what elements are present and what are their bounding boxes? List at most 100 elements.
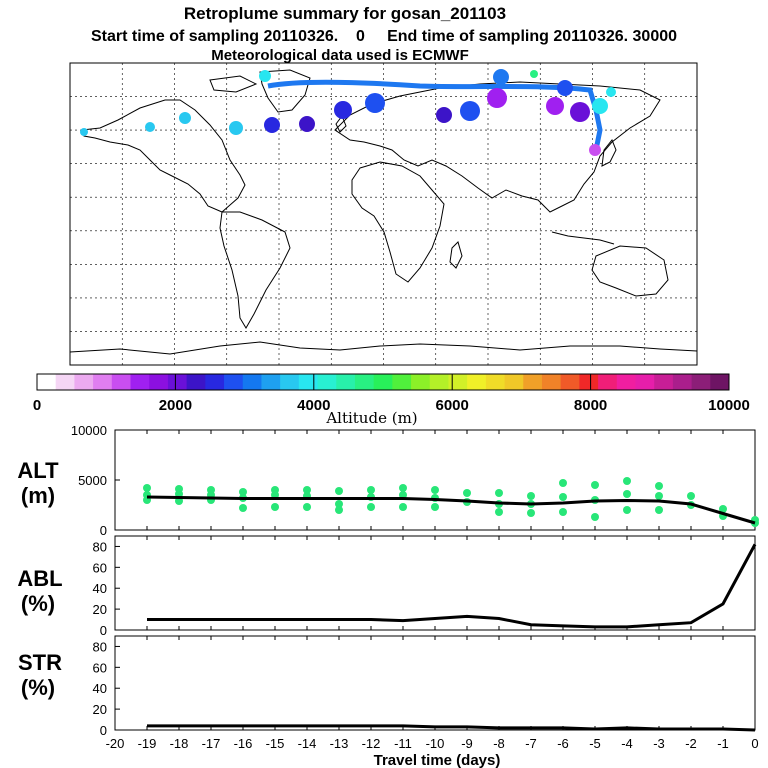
y-tick-label: 40 — [93, 581, 107, 596]
particle-point — [303, 503, 311, 511]
x-tick-label: -13 — [330, 736, 349, 751]
colorbar-swatch — [373, 374, 393, 390]
colorbar-swatch — [354, 374, 375, 390]
x-tick-label: -7 — [525, 736, 537, 751]
colorbar-swatch — [317, 374, 337, 390]
abl-panel-frame — [114, 535, 756, 631]
colorbar-swatch — [467, 374, 487, 390]
y-tick-label: 40 — [93, 681, 107, 696]
particle-point — [623, 490, 631, 498]
greenland-coast — [259, 69, 311, 113]
y-tick-label: 80 — [93, 639, 107, 654]
colorbar-swatch — [298, 374, 319, 390]
colorbar-swatch — [111, 374, 132, 390]
str-panel-title: STR — [18, 650, 62, 675]
particle-point — [623, 506, 631, 514]
y-tick-label: 80 — [93, 539, 107, 554]
particle-point — [367, 503, 375, 511]
plume-marker — [606, 87, 616, 97]
particle-point — [399, 484, 407, 492]
plume-marker — [365, 93, 385, 113]
particle-point — [719, 505, 727, 513]
plume-marker — [299, 116, 315, 132]
particle-point — [143, 484, 151, 492]
colorbar-swatch — [448, 374, 468, 390]
colorbar-tick-label: 0 — [33, 397, 41, 414]
series-line — [147, 724, 756, 732]
y-tick-label: 60 — [93, 660, 107, 675]
str-panel-frame — [114, 635, 756, 731]
colorbar-swatch — [429, 374, 449, 390]
colorbar: 0 2000 4000 6000 8000 10000 Altitude (m) — [33, 373, 750, 427]
particle-point — [623, 477, 631, 485]
particle-point — [335, 500, 343, 508]
particle-point — [431, 486, 439, 494]
colorbar-swatch — [598, 374, 618, 390]
series-line — [146, 495, 756, 525]
plume-marker — [179, 112, 191, 124]
map-gridlines — [70, 63, 697, 365]
eurasia-coast — [334, 81, 661, 213]
colorbar-swatch — [280, 374, 300, 390]
australia-coast — [591, 245, 669, 297]
colorbar-swatch — [616, 374, 636, 390]
particle-point — [591, 481, 599, 489]
colorbar-tick-label: 2000 — [159, 397, 192, 414]
plume-marker — [570, 102, 590, 122]
colorbar-swatch — [485, 374, 506, 390]
particle-point — [559, 493, 567, 501]
met-data-note: Meteorological data used is ECMWF — [211, 47, 469, 64]
colorbar-swatch — [224, 374, 244, 390]
particle-point — [527, 492, 535, 500]
particle-point — [271, 503, 279, 511]
x-tick-label: -2 — [685, 736, 697, 751]
colorbar-tick-label: 6000 — [436, 397, 469, 414]
particle-point — [239, 504, 247, 512]
colorbar-swatch — [691, 374, 711, 390]
plume-marker — [592, 98, 608, 114]
plume-marker — [546, 97, 564, 115]
colorbar-label: Altitude (m) — [325, 409, 417, 427]
colorbar-swatch — [205, 374, 225, 390]
x-tick-label: -3 — [653, 736, 665, 751]
particle-point — [335, 506, 343, 514]
plume-marker — [493, 69, 509, 85]
x-tick-label: -19 — [138, 736, 157, 751]
colorbar-swatch — [130, 374, 150, 390]
colorbar-swatch — [74, 374, 94, 390]
x-tick-label: 0 — [751, 736, 758, 751]
x-tick-label: -12 — [362, 736, 381, 751]
colorbar-swatch — [635, 374, 655, 390]
plume-marker — [460, 101, 480, 121]
x-tick-label: -10 — [426, 736, 445, 751]
plume-marker — [530, 70, 538, 78]
colorbar-swatch — [411, 374, 431, 390]
abl-panel-unit: (%) — [21, 591, 55, 616]
colorbar-swatch — [541, 374, 562, 390]
uk-coast — [335, 114, 347, 133]
colorbar-tick-label: 10000 — [708, 397, 750, 414]
plume-marker — [334, 101, 352, 119]
colorbar-swatch — [654, 374, 674, 390]
colorbar-swatch — [55, 374, 75, 390]
x-tick-label: -9 — [461, 736, 473, 751]
coastlines — [69, 69, 698, 355]
colorbar-tick-label: 4000 — [297, 397, 330, 414]
x-tick-label: -16 — [234, 736, 253, 751]
africa-coast — [351, 161, 445, 283]
y-tick-label: 60 — [93, 560, 107, 575]
alt-panel-frame — [114, 429, 756, 531]
plume-marker — [145, 122, 155, 132]
colorbar-swatch — [186, 374, 206, 390]
x-tick-label: -15 — [266, 736, 285, 751]
plume-marker — [436, 107, 452, 123]
plume-markers — [80, 69, 616, 156]
plume-marker — [80, 128, 88, 136]
sampling-times: Start time of sampling 20110326. 0 End t… — [91, 28, 677, 45]
indonesia-coast — [551, 231, 615, 245]
japan-coast — [601, 139, 617, 167]
y-tick-label: 20 — [93, 702, 107, 717]
colorbar-swatch — [261, 374, 281, 390]
x-tick-label: -8 — [493, 736, 505, 751]
x-tick-label: -4 — [621, 736, 633, 751]
